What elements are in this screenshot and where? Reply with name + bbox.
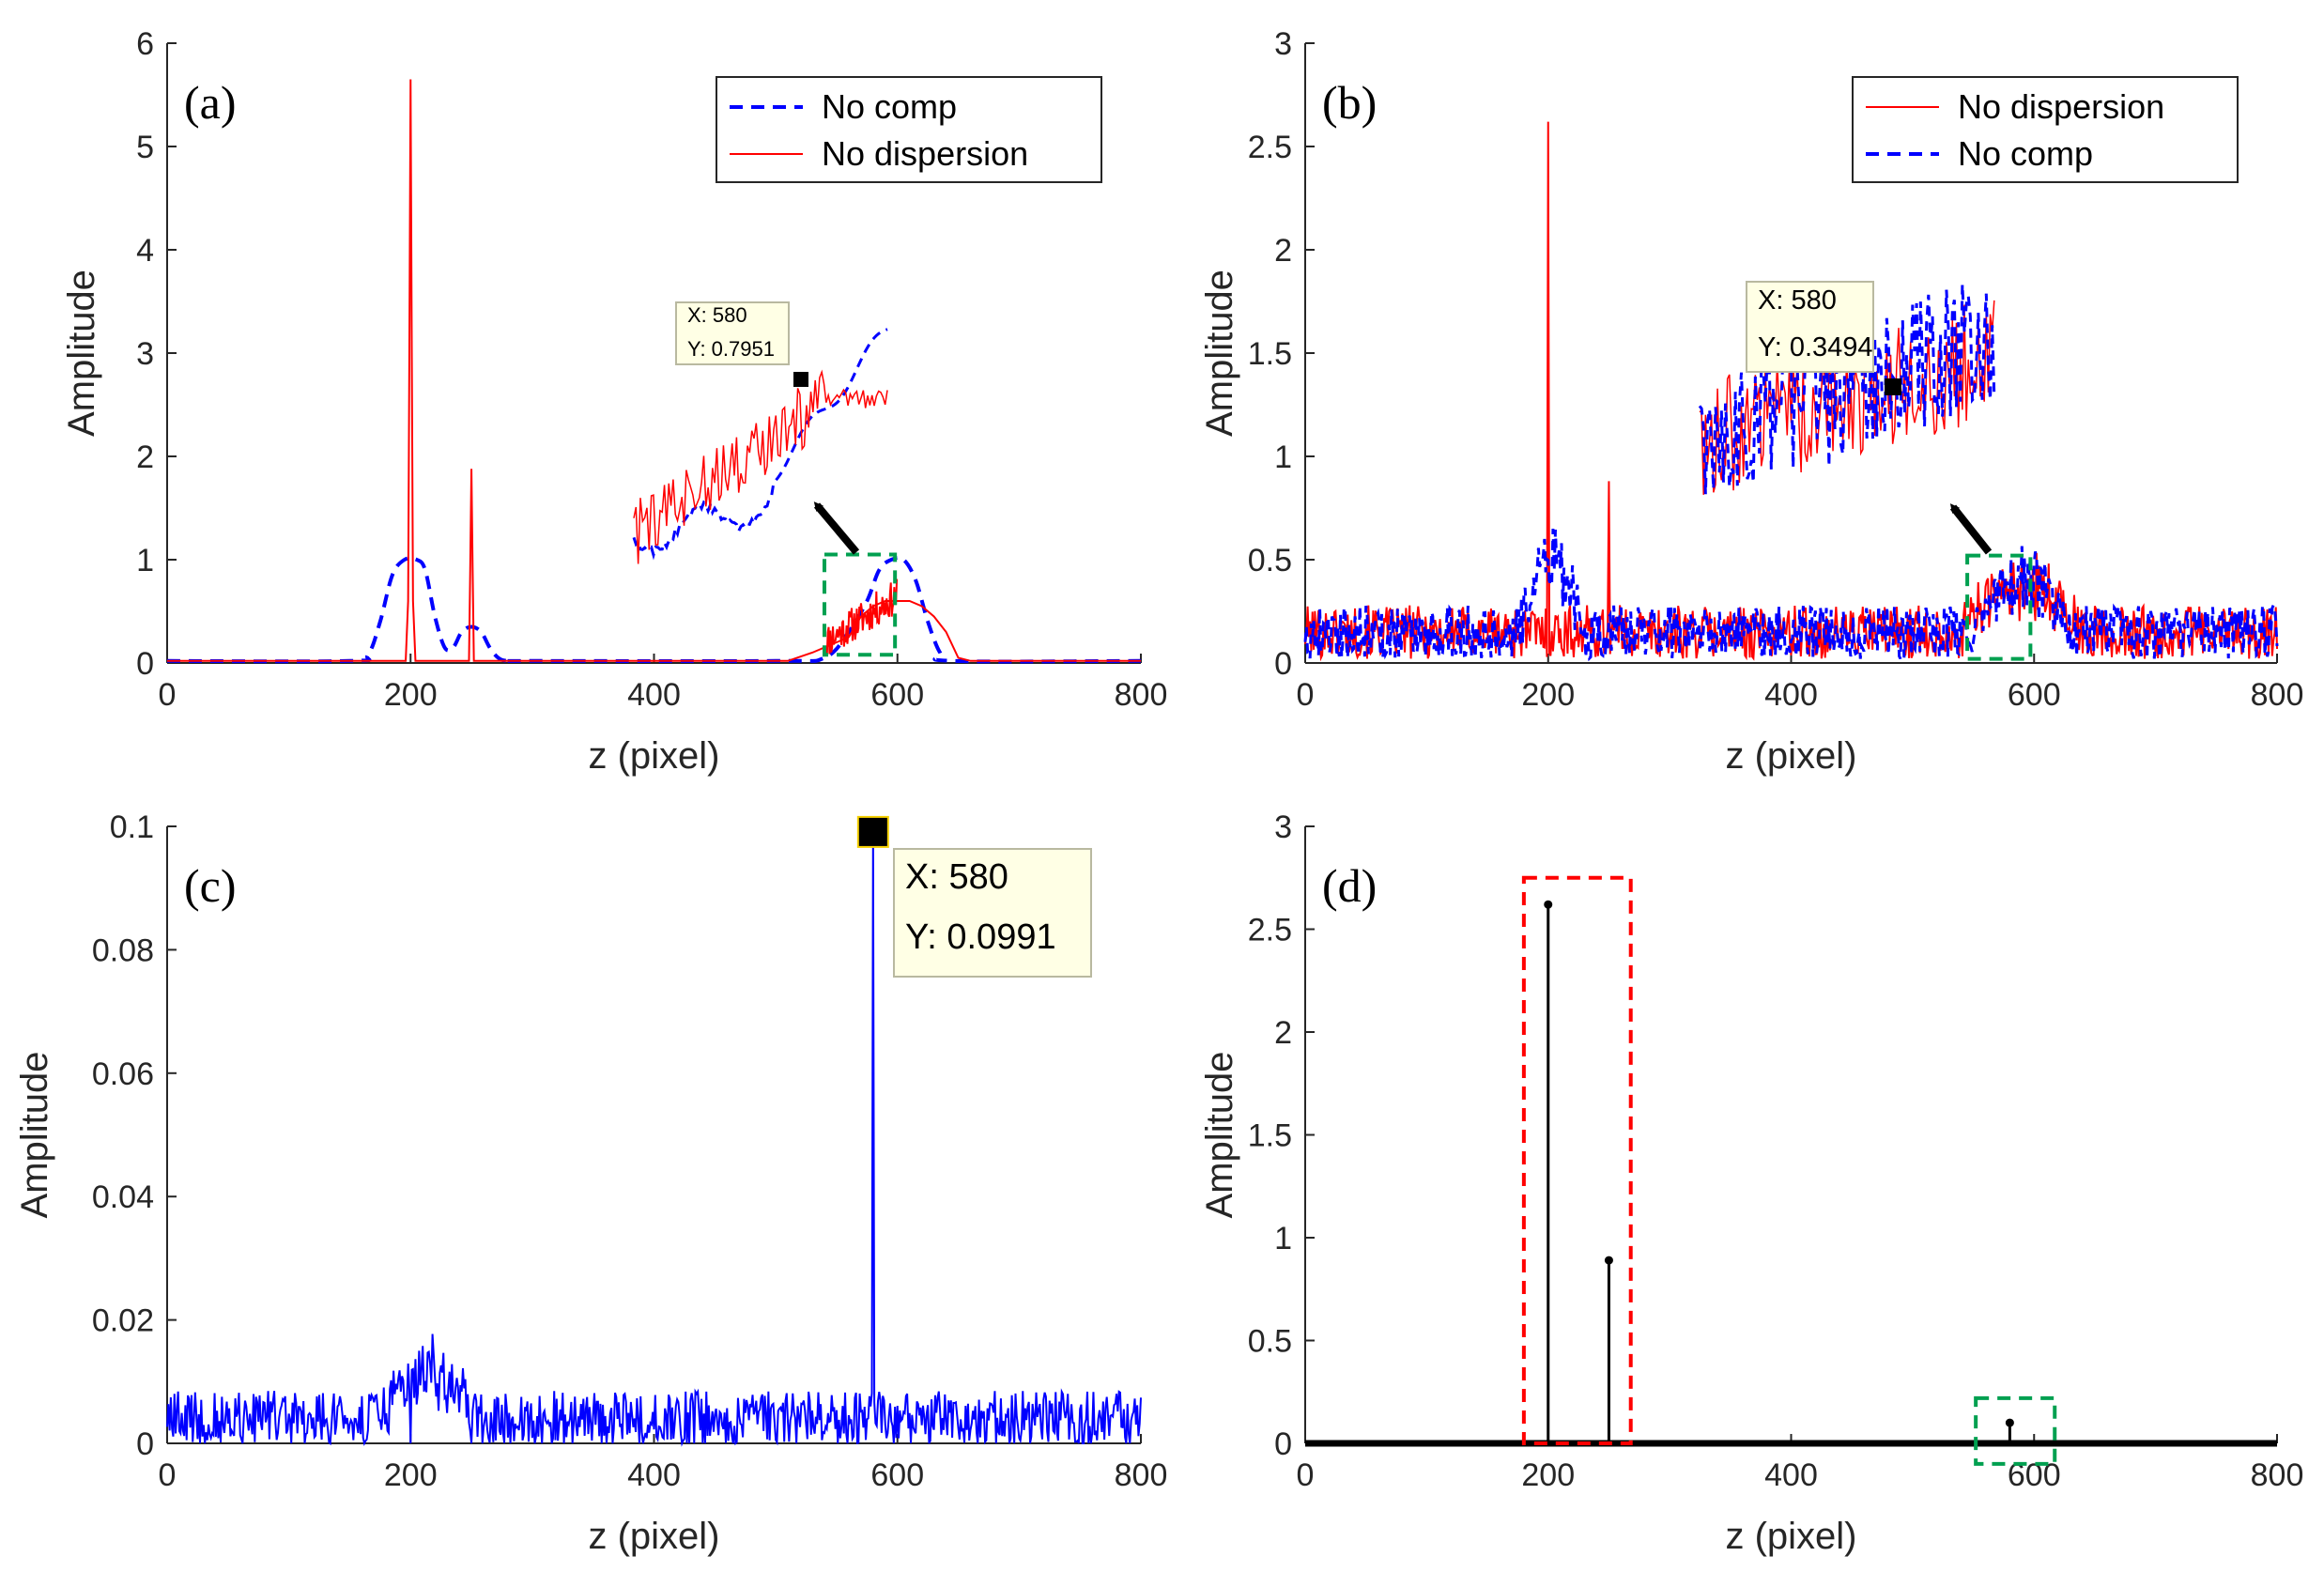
panel-a-y-tick-label: 4 (136, 233, 154, 269)
series-no-dispersion-line (167, 79, 1141, 662)
panel-b-y-tick-label: 2 (1274, 233, 1292, 269)
panel-c-datatip-box (893, 848, 1092, 978)
panel-c-x-axis-label: z (pixel) (588, 1516, 719, 1557)
series-no-comp-line (1303, 528, 2279, 662)
panel-a-datatip-y: Y: 0.7951 (687, 337, 775, 361)
zoom-arrow (813, 501, 860, 555)
panel-c-x-tick-label: 200 (384, 1457, 438, 1493)
panel-b-x-tick-label: 800 (2251, 677, 2304, 713)
datatip-marker (1885, 378, 1901, 395)
panel-b-y-axis-label: Amplitude (1199, 270, 1240, 437)
panel-a-y-tick-label: 2 (136, 439, 154, 475)
panel-b-x-tick-label: 200 (1521, 677, 1575, 713)
panel-c-y-axis-label: Amplitude (14, 1052, 55, 1219)
panel-b-legend-box (1852, 76, 2239, 183)
panel-b-legend-entry: No dispersion (1958, 87, 2164, 126)
panel-b-x-axis-label: z (pixel) (1725, 735, 1856, 777)
panel-a-x-axis-label: z (pixel) (588, 735, 719, 777)
panel-a-x-tick-label: 800 (1115, 677, 1168, 713)
panel-c-datatip-x: X: 580 (905, 857, 1008, 897)
panel-d-x-tick-label: 200 (1521, 1457, 1575, 1493)
zoom-box (1974, 1395, 2057, 1466)
peak-box (1521, 875, 1633, 1445)
panel-a-legend-entry: No dispersion (822, 134, 1028, 173)
series-no-dispersion-detail (823, 578, 899, 656)
panel-c-y-tick-label: 0 (136, 1426, 154, 1462)
panel-a-y-tick-label: 1 (136, 543, 154, 578)
zoom-box (822, 552, 898, 657)
panel-c-x-tick-label: 400 (627, 1457, 681, 1493)
panel-a-x-tick-label: 600 (870, 677, 924, 713)
panel-c-y-tick-label: 0.06 (92, 1056, 154, 1092)
panel-a-y-axis-label: Amplitude (61, 270, 102, 437)
panel-a-x-tick-label: 0 (159, 677, 177, 713)
panel-c-y-tick-label: 0.1 (110, 809, 154, 845)
panel-d-y-tick-label: 3 (1274, 809, 1292, 845)
panel-a-y-tick-label: 0 (136, 646, 154, 682)
panel-b-y-tick-label: 1.5 (1248, 336, 1292, 372)
panel-c: 0 200 400 600 800 0 0.02 0.04 0.06 0.08 0.1 z (pixe… (14, 809, 1167, 1557)
panel-b-y-tick-label: 3 (1274, 26, 1292, 62)
panel-d-y-tick-label: 1.5 (1248, 1118, 1292, 1154)
panel-d-y-tick-label: 0 (1274, 1426, 1292, 1462)
panel-a-datatip-x: X: 580 (687, 303, 747, 327)
panel-a-y-tick-label: 6 (136, 26, 154, 62)
panel-b-legend-entry: No comp (1958, 134, 2093, 173)
panel-c-x-tick-label: 600 (870, 1457, 924, 1493)
panel-d-x-tick-label: 800 (2251, 1457, 2304, 1493)
panel-d-y-tick-label: 2.5 (1248, 913, 1292, 948)
panel-b-x-tick-label: 0 (1297, 677, 1315, 713)
panel-c-x-tick-label: 800 (1115, 1457, 1168, 1493)
panel-a-x-tick-label: 400 (627, 677, 681, 713)
panel-b-y-tick-label: 1 (1274, 439, 1292, 475)
panel-b-y-tick-label: 2.5 (1248, 130, 1292, 165)
stem-marker (1604, 1256, 1613, 1265)
zoom-box (1965, 553, 2033, 661)
panel-c-y-tick-label: 0.08 (92, 932, 154, 968)
panel-a-label: (a) (184, 76, 237, 129)
panel-a: 0 200 400 600 800 0 1 2 3 4 5 6 z (pixel) Amplitude (a… (61, 26, 1167, 777)
panel-a-legend-entry: No comp (822, 87, 957, 126)
panel-d-y-tick-label: 0.5 (1248, 1324, 1292, 1360)
panel-d-y-tick-label: 2 (1274, 1015, 1292, 1051)
datatip-marker (856, 815, 889, 848)
panel-b-datatip-y: Y: 0.3494 (1758, 332, 1873, 362)
series-no-comp-line (166, 555, 1142, 664)
panel-c-label: (c) (184, 859, 237, 912)
panel-d-x-tick-label: 0 (1297, 1457, 1315, 1493)
panel-b-datatip-x: X: 580 (1758, 285, 1837, 316)
panel-b-x-tick-label: 600 (2008, 677, 2061, 713)
series-signal-line (166, 831, 1142, 1447)
panel-d-x-tick-label: 400 (1764, 1457, 1818, 1493)
panel-b-y-tick-label: 0.5 (1248, 543, 1292, 578)
panel-c-y-tick-label: 0.02 (92, 1303, 154, 1339)
panel-d-y-axis-label: Amplitude (1199, 1052, 1240, 1219)
panel-b-label: (b) (1322, 76, 1377, 129)
panel-c-y-tick-label: 0.04 (92, 1179, 154, 1215)
panel-a-datatip-box (675, 301, 790, 365)
panel-d-x-axis-label: z (pixel) (1725, 1516, 1856, 1557)
panel-b-x-tick-label: 400 (1764, 677, 1818, 713)
panel-b: 0 200 400 600 800 0 0.5 1 1.5 2 2.5 3 z (pixel) Ampli… (1199, 26, 2303, 777)
panel-c-x-tick-label: 0 (159, 1457, 177, 1493)
panel-c-datatip-y: Y: 0.0991 (905, 917, 1056, 957)
panel-b-datatip-box (1746, 281, 1874, 373)
stem-marker (1544, 900, 1553, 909)
zoom-arrow (1949, 503, 1993, 555)
panel-a-legend-box (716, 76, 1102, 183)
stem-marker (2005, 1418, 2014, 1427)
panel-a-x-tick-label: 200 (384, 677, 438, 713)
panel-a-y-tick-label: 3 (136, 336, 154, 372)
panel-a-y-tick-label: 5 (136, 130, 154, 165)
panel-d-y-tick-label: 1 (1274, 1221, 1292, 1256)
inset-no-dispersion-line (633, 369, 888, 564)
datatip-marker (793, 372, 808, 387)
panel-d-label: (d) (1322, 859, 1377, 912)
panel-b-y-tick-label: 0 (1274, 646, 1292, 682)
